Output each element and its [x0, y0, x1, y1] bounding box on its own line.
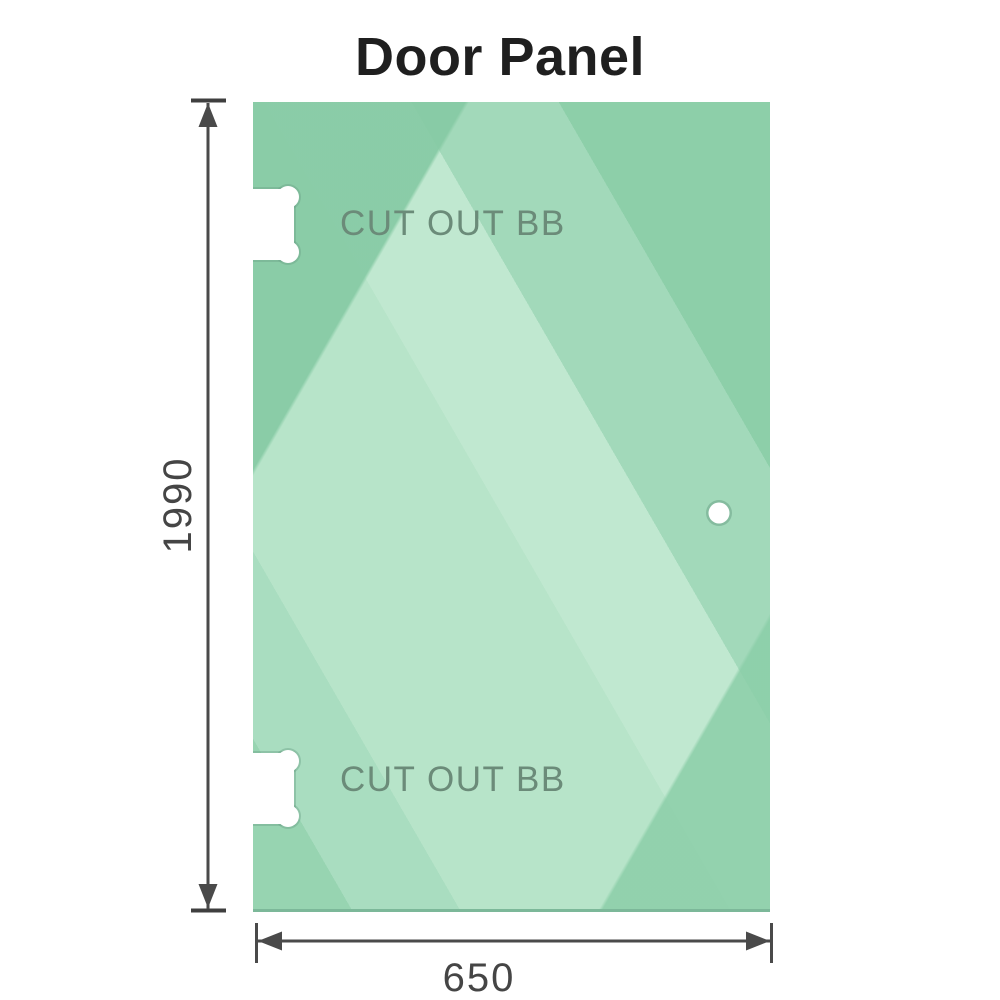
glass-panel: [253, 102, 770, 912]
page-title: Door Panel: [354, 27, 646, 87]
height-dimension-label: 1990: [156, 456, 200, 554]
hinge-cutout-top-icon: [253, 184, 301, 265]
width-dimension-label: 650: [442, 956, 516, 1000]
hinge-cutout-bottom-icon: [253, 748, 301, 829]
cutout-label-bottom: CUT OUT BB: [340, 760, 566, 799]
cutout-label-top: CUT OUT BB: [340, 204, 566, 243]
panel-cutouts-layer: [253, 184, 732, 829]
handle-hole-icon: [706, 500, 732, 526]
